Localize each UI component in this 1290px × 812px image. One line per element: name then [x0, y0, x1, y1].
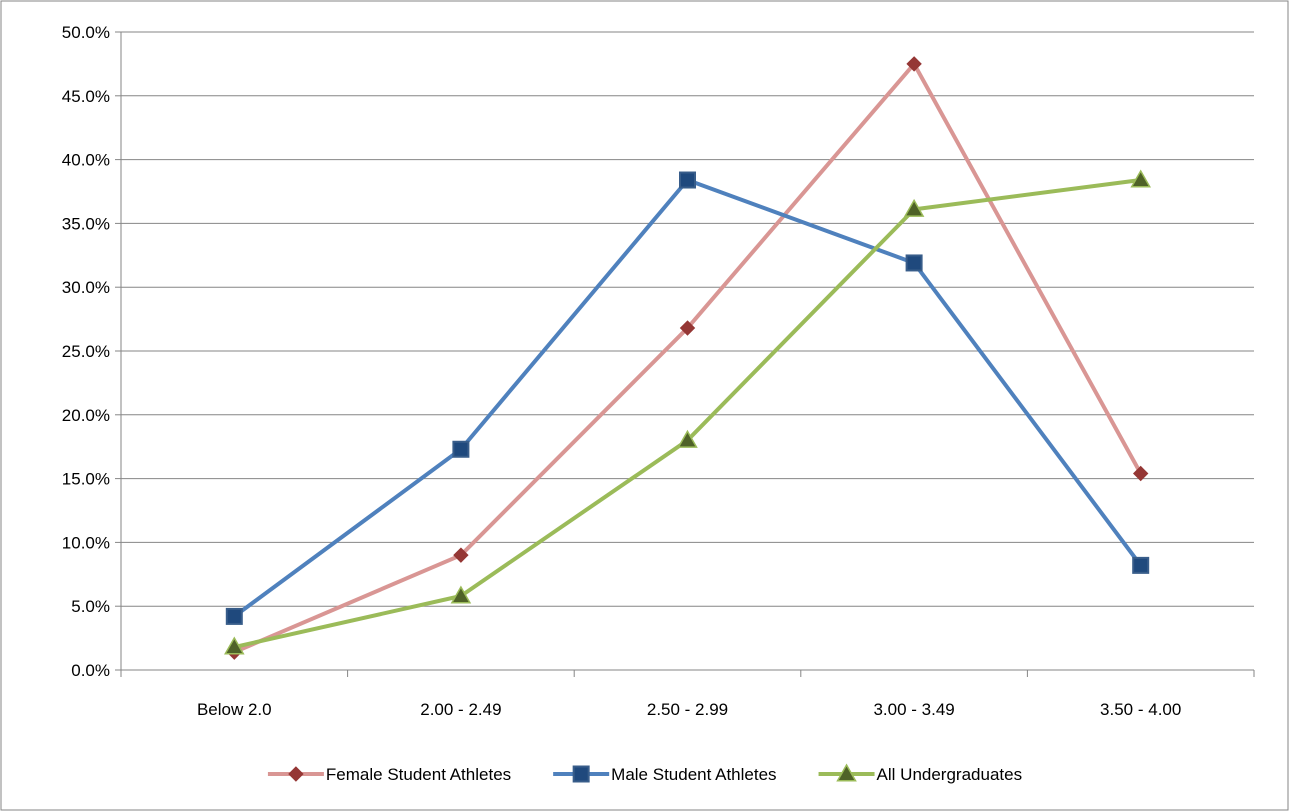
data-point-female-student-athletes	[1132, 465, 1149, 482]
data-point-male-student-athletes	[679, 171, 696, 189]
y-tick-label: 50.0%	[62, 23, 110, 42]
y-tick-label: 30.0%	[62, 278, 110, 297]
series-markers	[224, 56, 1151, 660]
y-tick-label: 40.0%	[62, 151, 110, 170]
data-point-all-undergraduates	[224, 636, 245, 655]
y-tick-label: 45.0%	[62, 87, 110, 106]
data-point-female-student-athletes	[453, 547, 469, 563]
y-tick-label: 20.0%	[62, 406, 110, 425]
y-tick-label: 15.0%	[62, 470, 110, 489]
legend-item-female-student-athletes: Female Student Athletes	[267, 765, 511, 784]
data-point-all-undergraduates	[1130, 169, 1151, 188]
legend-label: Male Student Athletes	[611, 765, 776, 784]
x-axis-tick-labels: Below 2.0 2.00 - 2.49 2.50 - 2.99 3.00 - 3.…	[197, 700, 1181, 719]
y-tick-label: 10.0%	[62, 533, 110, 552]
data-point-all-undergraduates	[903, 198, 925, 217]
x-tick-label: Below 2.0	[197, 700, 272, 719]
gridlines	[121, 31, 1254, 607]
legend-item-male-student-athletes: Male Student Athletes	[553, 765, 777, 784]
y-tick-label: 35.0%	[62, 214, 110, 233]
legend-swatch-marker	[836, 763, 857, 782]
y-tick-label: 0.0%	[71, 661, 110, 680]
x-tick-label: 2.50 - 2.99	[647, 700, 728, 719]
y-tick-label: 25.0%	[62, 342, 110, 361]
legend-label: All Undergraduates	[877, 765, 1023, 784]
data-point-female-student-athletes	[906, 56, 922, 72]
y-axis-tick-labels: 0.0% 5.0% 10.0% 15.0% 20.0% 25.0% 30.0% 35.0% 40…	[62, 23, 110, 680]
data-point-male-student-athletes	[225, 607, 243, 625]
legend-item-all-undergraduates: All Undergraduates	[818, 763, 1023, 784]
legend-label: Female Student Athletes	[326, 765, 511, 784]
legend: Female Student Athletes Male Student Athl…	[267, 763, 1023, 784]
data-point-male-student-athletes	[452, 440, 470, 458]
y-tick-label: 5.0%	[71, 597, 110, 616]
data-point-male-student-athletes	[905, 254, 923, 272]
data-point-all-undergraduates	[450, 585, 472, 604]
axes	[115, 31, 1255, 677]
data-point-female-student-athletes	[679, 320, 696, 336]
data-point-male-student-athletes	[1132, 556, 1150, 574]
legend-swatch-marker	[572, 765, 590, 783]
data-point-all-undergraduates	[677, 429, 698, 448]
x-tick-label: 2.00 - 2.49	[420, 700, 501, 719]
legend-swatch-marker	[288, 766, 304, 782]
x-tick-label: 3.50 - 4.00	[1100, 700, 1181, 719]
x-tick-label: 3.00 - 3.49	[873, 700, 954, 719]
